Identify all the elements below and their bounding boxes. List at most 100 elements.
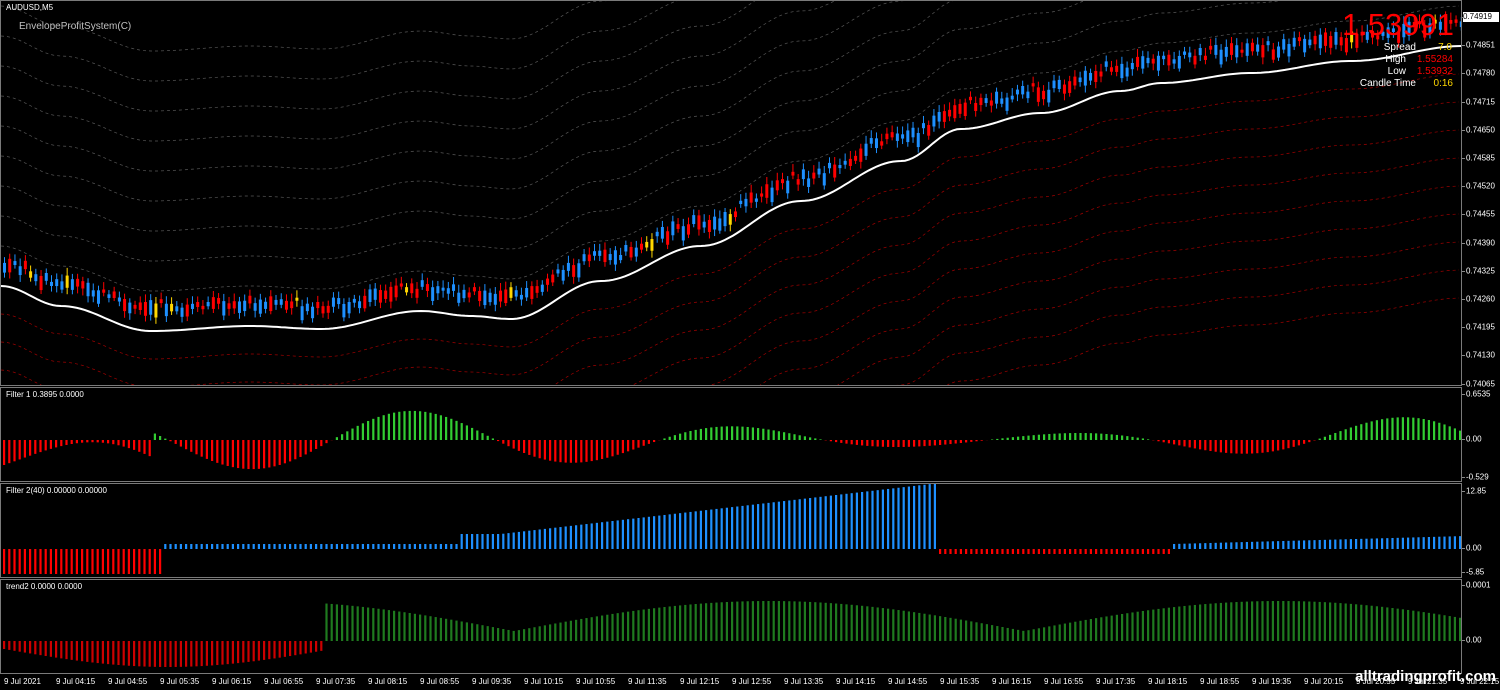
histogram-bar: [49, 641, 52, 657]
histogram-bar: [231, 440, 234, 468]
candle-body: [316, 302, 320, 309]
histogram-bar: [595, 522, 598, 549]
histogram-bar: [96, 641, 99, 664]
candle-body: [1062, 84, 1066, 94]
histogram-bar: [86, 549, 89, 574]
histogram-bar: [1027, 630, 1030, 641]
histogram-bar: [627, 611, 630, 641]
candle-body: [1454, 19, 1458, 23]
histogram-bar: [377, 608, 380, 641]
time-axis[interactable]: 9 Jul 2021 9 Jul 04:15 9 Jul 04:55 9 Jul 05…: [0, 674, 1500, 690]
histogram-bar: [96, 549, 99, 574]
histogram-bar: [346, 544, 349, 549]
histogram-bar: [1032, 629, 1035, 641]
histogram-bar: [247, 641, 250, 662]
histogram-bar: [179, 544, 182, 549]
histogram-bar: [112, 641, 115, 665]
histogram-bar: [117, 641, 120, 666]
histogram-bar: [928, 440, 931, 446]
histogram-bar: [174, 440, 177, 444]
histogram-bar: [949, 440, 952, 445]
histogram-bar: [1412, 610, 1415, 641]
histogram-bar: [393, 610, 396, 641]
histogram-bar: [476, 534, 479, 549]
histogram-bar: [543, 625, 546, 641]
histogram-bar: [668, 436, 671, 440]
histogram-bar: [642, 609, 645, 641]
candle-body: [96, 290, 100, 304]
histogram-bar: [970, 621, 973, 641]
histogram-bar: [627, 519, 630, 549]
histogram-bar: [601, 440, 604, 460]
candle-body: [843, 160, 847, 165]
histogram-bar: [1063, 433, 1066, 440]
histogram-bar: [1391, 537, 1394, 549]
axis-label: -5.85: [1466, 567, 1485, 577]
candle-body: [394, 285, 398, 298]
candle-body: [1047, 89, 1051, 103]
histogram-bar: [1287, 601, 1290, 641]
histogram-bar: [575, 525, 578, 549]
histogram-bar: [954, 618, 957, 641]
histogram-bar: [1079, 620, 1082, 641]
histogram-bar: [382, 609, 385, 641]
histogram-bar: [1214, 440, 1217, 452]
candle-body: [1000, 98, 1004, 104]
histogram-bar: [164, 438, 167, 440]
candle-body: [410, 283, 414, 294]
histogram-bar: [205, 544, 208, 549]
filter1-pane[interactable]: Filter 1 0.3895 0.0000: [0, 387, 1462, 482]
candle-body: [613, 250, 617, 265]
histogram-bar: [783, 501, 786, 549]
candle-time-value: 0:16: [1433, 78, 1453, 89]
histogram-bar: [1355, 425, 1358, 440]
trend2-histogram: [3, 601, 1461, 667]
envelope-line: [1, 1, 953, 202]
histogram-bar: [580, 524, 583, 549]
histogram-bar: [939, 616, 942, 641]
histogram-bar: [632, 610, 635, 641]
axis-tick: [1462, 439, 1465, 440]
candle-body: [164, 303, 168, 317]
histogram-bar: [1147, 439, 1150, 440]
candle-body: [848, 158, 852, 166]
histogram-bar: [647, 516, 650, 549]
histogram-bar: [798, 499, 801, 549]
histogram-bar: [1043, 434, 1046, 440]
candle-body: [1444, 16, 1448, 31]
candle-body: [519, 294, 523, 300]
time-label: 9 Jul 21:35: [1408, 677, 1448, 686]
histogram-bar: [1126, 613, 1129, 641]
histogram-bar: [1063, 549, 1066, 554]
envelope-line: [895, 269, 1460, 385]
histogram-bar: [543, 528, 546, 549]
histogram-bar: [720, 508, 723, 549]
histogram-bar: [715, 602, 718, 641]
main-chart-pane[interactable]: AUDUSD,M5 EnvelopeProfitSystem(C): [0, 0, 1462, 386]
histogram-bar: [96, 440, 99, 443]
histogram-bar: [757, 504, 760, 549]
candle-body: [1334, 32, 1338, 45]
histogram-bar: [91, 641, 94, 663]
candle-body: [979, 97, 983, 106]
current-price-large: 1.53991: [1341, 7, 1454, 42]
histogram-bar: [829, 495, 832, 549]
axis-tick: [1462, 73, 1465, 75]
filter2-pane[interactable]: Filter 2(40) 0.00000 0.00000: [0, 483, 1462, 578]
histogram-bar: [710, 602, 713, 641]
histogram-bar: [1162, 440, 1165, 443]
histogram-bar: [637, 610, 640, 641]
histogram-bar: [1365, 538, 1368, 549]
candle-body: [681, 226, 685, 241]
histogram-bar: [1027, 549, 1030, 554]
trend2-pane[interactable]: trend2 0.0000 0.0000: [0, 579, 1462, 674]
histogram-bar: [585, 524, 588, 549]
histogram-bar: [1401, 537, 1404, 549]
candle-body: [420, 280, 424, 287]
histogram-bar: [1141, 549, 1144, 554]
histogram-bar: [1162, 608, 1165, 641]
price-axis[interactable]: 0.74919 0.74851 0.74780 0.74715 0.74650 0.745…: [1462, 0, 1500, 388]
candle-body: [305, 303, 309, 312]
histogram-bar: [367, 420, 370, 440]
price-chart-canvas[interactable]: [1, 1, 1462, 386]
